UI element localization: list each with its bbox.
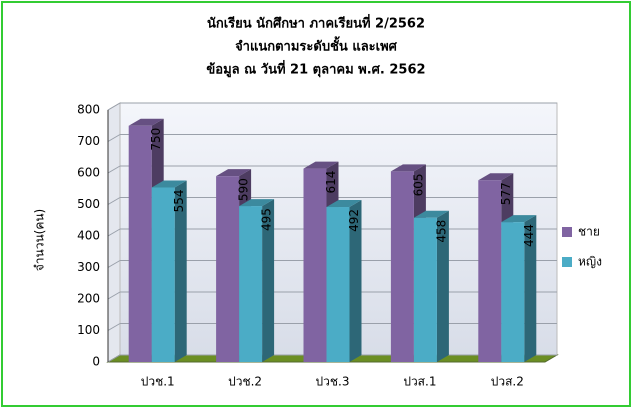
bar xyxy=(478,180,502,362)
bar-top xyxy=(390,164,426,172)
x-tick-label: ปวช.1 xyxy=(141,375,175,389)
y-tick-label: 700 xyxy=(77,134,100,148)
grid-line xyxy=(107,354,121,363)
bar-top xyxy=(239,199,275,207)
grid-line xyxy=(107,197,121,205)
data-label: 577 xyxy=(499,182,513,205)
legend-swatch xyxy=(562,257,572,267)
y-axis-label: จำนวน(คน) xyxy=(33,209,47,272)
x-tick-label: ปวส.2 xyxy=(491,375,524,389)
bar-top xyxy=(216,169,252,177)
grid-line xyxy=(107,228,121,237)
data-label: 614 xyxy=(324,171,338,194)
bar-top xyxy=(501,215,537,223)
bar-top xyxy=(413,210,449,218)
bar xyxy=(303,168,327,362)
data-label: 554 xyxy=(172,189,186,212)
bar-top xyxy=(303,161,339,169)
chart-title: จำแนกตามระดับชั้น และเพศ xyxy=(235,36,398,55)
data-label: 444 xyxy=(522,224,536,247)
grid-line xyxy=(107,165,121,174)
bar-side xyxy=(436,210,449,362)
bar-top xyxy=(151,180,187,188)
y-tick-label: 300 xyxy=(77,260,100,274)
data-label: 495 xyxy=(260,208,274,231)
chart-title: ข้อมูล ณ วันที่ 21 ตุลาคม พ.ศ. 2562 xyxy=(206,60,425,78)
bar xyxy=(390,171,414,362)
bar xyxy=(501,222,525,362)
y-tick-label: 600 xyxy=(77,166,100,180)
data-label: 590 xyxy=(237,178,251,201)
x-tick-label: ปวส.1 xyxy=(403,375,436,389)
y-tick-label: 100 xyxy=(77,323,100,337)
bar xyxy=(326,207,350,362)
bar xyxy=(413,217,437,362)
y-tick-label: 400 xyxy=(77,229,100,243)
bar-side xyxy=(262,199,275,362)
y-tick-label: 200 xyxy=(77,292,100,306)
data-label: 750 xyxy=(149,128,163,151)
bar xyxy=(216,176,240,362)
grid-line xyxy=(107,260,121,268)
bar-top xyxy=(478,173,514,181)
x-tick-label: ปวช.2 xyxy=(228,375,262,389)
legend-label: ชาย xyxy=(578,225,600,239)
grid-line xyxy=(107,134,121,142)
data-label: 605 xyxy=(411,173,425,196)
bar xyxy=(239,206,263,362)
bar xyxy=(128,125,152,362)
y-tick-label: 500 xyxy=(77,197,100,211)
bar-top xyxy=(326,200,362,208)
data-label: 492 xyxy=(347,209,361,232)
y-tick-label: 0 xyxy=(92,355,100,369)
bar-side xyxy=(174,180,187,362)
grid-line xyxy=(107,102,121,111)
x-tick-label: ปวช.3 xyxy=(316,375,350,389)
y-tick-label: 800 xyxy=(77,103,100,117)
data-label: 458 xyxy=(434,220,448,243)
legend-label: หญิง xyxy=(578,255,602,269)
bar-top xyxy=(128,118,164,126)
bar-side xyxy=(349,200,362,362)
chart-title: นักเรียน นักศึกษา ภาคเรียนที่ 2/2562 xyxy=(207,14,425,32)
legend-swatch xyxy=(562,227,572,237)
bar xyxy=(151,187,175,362)
grid-line xyxy=(107,291,121,300)
bar-side xyxy=(524,215,537,362)
grid-line xyxy=(107,323,121,331)
